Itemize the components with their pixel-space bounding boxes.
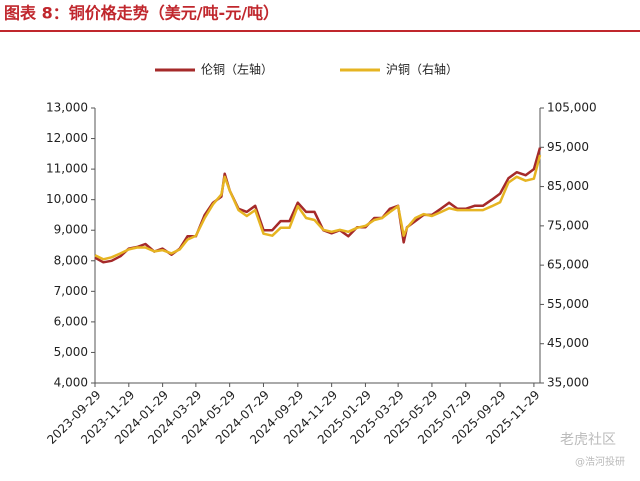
y-tick-label: 9,000	[54, 223, 88, 237]
y2-tick-label: 85,000	[547, 179, 589, 193]
y2-tick-label: 75,000	[547, 218, 589, 232]
watermark-sub: @浩河投研	[575, 455, 625, 468]
y-tick-label: 4,000	[54, 376, 88, 390]
y-tick-label: 8,000	[54, 253, 88, 267]
y-tick-label: 7,000	[54, 284, 88, 298]
legend-label: 沪铜（右轴）	[386, 62, 458, 77]
watermark: 老虎社区	[560, 432, 616, 448]
chart-title: 图表 8：铜价格走势（美元/吨-元/吨）	[4, 4, 279, 23]
legend-label: 伦铜（左轴）	[201, 62, 273, 77]
y2-tick-label: 95,000	[547, 140, 589, 154]
y-tick-label: 12,000	[46, 131, 88, 145]
y-tick-label: 5,000	[54, 345, 88, 359]
y-tick-label: 13,000	[46, 101, 88, 115]
y2-tick-label: 45,000	[547, 336, 589, 350]
series-line	[94, 154, 542, 261]
y-tick-label: 10,000	[46, 192, 88, 206]
y2-tick-label: 65,000	[547, 258, 589, 272]
y2-tick-label: 105,000	[547, 101, 597, 115]
y-tick-label: 6,000	[54, 314, 88, 328]
y2-tick-label: 55,000	[547, 297, 589, 311]
y2-tick-label: 35,000	[547, 376, 589, 390]
y-tick-label: 11,000	[46, 162, 88, 176]
series-line	[94, 147, 542, 264]
